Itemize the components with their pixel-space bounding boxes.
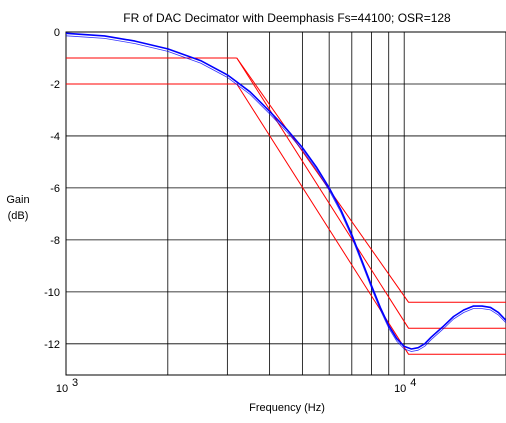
mask-line [236,57,506,303]
y-tick-label: -4 [50,131,60,143]
x-tick-label: 10 [56,383,68,395]
y-tick-label: -12 [44,339,60,351]
response-curve-secondary [65,35,506,352]
chart-title: FR of DAC Decimator with Deemphasis Fs=4… [123,11,451,25]
y-tick-label: -2 [50,79,60,91]
y-axis-label-unit: (dB) [8,210,29,222]
x-axis-label: Frequency (Hz) [249,402,325,414]
mask-line [236,83,506,355]
y-tick-label: -8 [50,235,60,247]
plot-frame [65,31,506,376]
mask-line [236,57,506,329]
y-tick-label: -6 [50,183,60,195]
y-tick-label: 0 [54,27,60,39]
response-curve [65,32,506,350]
x-tick-label-exponent: 3 [72,377,78,389]
plot-layer: 0 -2 -4 -6 -8 -10 -12 10 3 10 4 [44,27,506,395]
y-axis-label: Gain [6,194,29,206]
x-tick-label: 10 [394,383,406,395]
y-tick-label: -10 [44,287,60,299]
x-tick-label-exponent: 4 [410,377,416,389]
